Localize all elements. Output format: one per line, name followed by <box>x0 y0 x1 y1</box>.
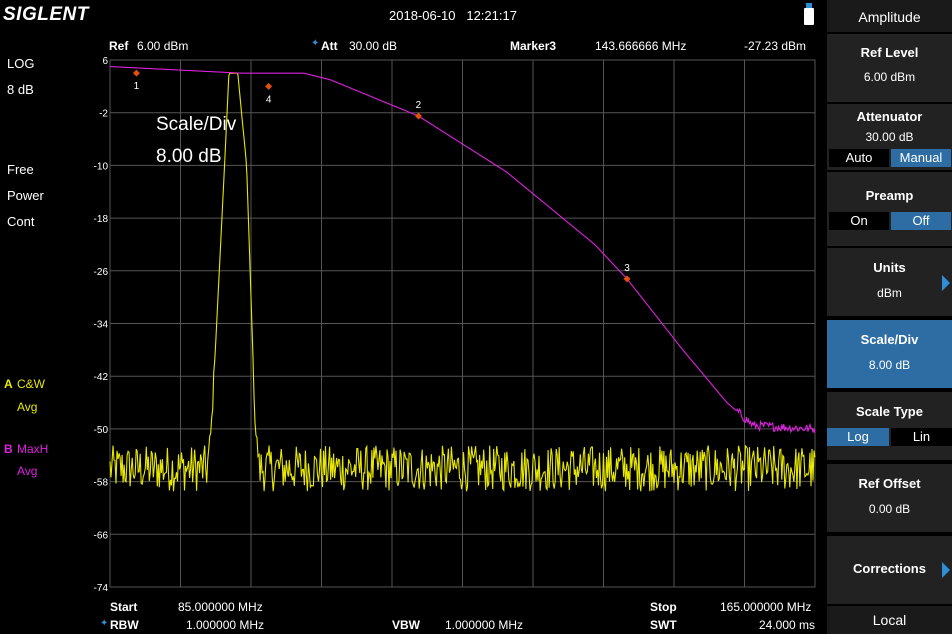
stop-label: Stop <box>650 600 677 614</box>
preamp-button[interactable]: Preamp On Off <box>827 172 952 248</box>
refoffset-button[interactable]: Ref Offset 0.00 dB <box>827 464 952 534</box>
start-value: 85.000000 MHz <box>178 600 263 614</box>
att-value: 30.00 dB <box>349 39 398 53</box>
rbw-label[interactable]: RBW <box>110 618 139 632</box>
ref-level-title: Ref Level <box>860 45 919 60</box>
marker-diamond <box>265 82 273 90</box>
scale-div-left: 8 dB <box>7 82 34 97</box>
vbw-label[interactable]: VBW <box>392 618 420 632</box>
spectrum-plot[interactable]: 6 -2 -10 -18 -26 -34 -42 -50 -58 -66 -74 1 2 3 4 <box>0 0 827 600</box>
y-tick-label: 6 <box>102 56 108 67</box>
scaletype-lin-toggle[interactable]: Lin <box>891 428 952 446</box>
menu-title: Amplitude <box>827 0 952 34</box>
units-title: Units <box>873 260 906 275</box>
scalediv-button[interactable]: Scale/Div 8.00 dB <box>827 320 952 390</box>
y-tick-label: -10 <box>94 161 109 172</box>
marker-diamond <box>132 69 140 77</box>
ref-level-button[interactable]: Ref Level 6.00 dBm <box>827 34 952 104</box>
siglent-logo: SIGLENT <box>3 4 89 25</box>
y-tick-label: -66 <box>94 530 109 541</box>
local-label: Local <box>872 612 907 628</box>
local-button[interactable]: Local <box>827 606 952 634</box>
y-tick-label: -58 <box>94 478 109 489</box>
y-tick-label: -34 <box>94 320 109 331</box>
menu-title-label: Amplitude <box>858 9 921 25</box>
units-value: dBm <box>877 286 902 300</box>
scalediv-title: Scale/Div <box>860 332 919 347</box>
attenuator-button[interactable]: Attenuator 30.00 dB Auto Manual <box>827 104 952 172</box>
corrections-title: Corrections <box>853 561 926 576</box>
rbw-marker-icon: ✦ <box>100 618 109 629</box>
marker-label: 1 <box>134 81 140 92</box>
scaletype-log-toggle[interactable]: Log <box>827 428 889 446</box>
trace-b-line <box>110 66 816 434</box>
trace-a-mode: C&W <box>17 377 45 391</box>
usb-icon <box>804 3 814 25</box>
y-tick-label: -2 <box>99 109 108 120</box>
attenuator-title: Attenuator <box>856 109 923 124</box>
ref-label: Ref <box>109 39 129 53</box>
marker-label: 2 <box>416 100 422 111</box>
scaletype-button[interactable]: Scale Type Log Lin <box>827 392 952 462</box>
corrections-button[interactable]: Corrections <box>827 536 952 606</box>
swt-label[interactable]: SWT <box>650 618 677 632</box>
scale-mode: LOG <box>7 56 35 71</box>
scaletype-title: Scale Type <box>856 404 923 419</box>
scale-overlay-value: 8.00 dB <box>156 146 222 167</box>
vbw-value: 1.000000 MHz <box>445 618 524 632</box>
att-auto-toggle[interactable]: Auto <box>829 149 889 167</box>
y-tick-label: -42 <box>94 372 109 383</box>
ref-level-value: 6.00 dBm <box>863 70 916 84</box>
rbw-value: 1.000000 MHz <box>186 618 265 632</box>
stop-value: 165.000000 MHz <box>720 600 812 614</box>
trace-b-mode: MaxH <box>17 442 49 456</box>
preamp-off-toggle[interactable]: Off <box>891 212 951 230</box>
units-button[interactable]: Units dBm <box>827 248 952 318</box>
scalediv-value: 8.00 dB <box>868 358 911 372</box>
start-label: Start <box>110 600 138 614</box>
attenuator-value: 30.00 dB <box>865 130 914 144</box>
marker-level: -27.23 dBm <box>744 39 807 53</box>
y-tick-label: -74 <box>94 583 109 594</box>
swt-value: 24.000 ms <box>759 618 816 632</box>
y-tick-label: -26 <box>94 267 109 278</box>
sweep-cont: Cont <box>7 214 35 229</box>
softkey-panel: Amplitude Ref Level 6.00 dBm Attenuator … <box>827 0 952 634</box>
trace-a-letter: A <box>4 377 13 391</box>
marker-freq: 143.666666 MHz <box>595 39 687 53</box>
marker-label: 4 <box>266 94 272 105</box>
marker-diamond <box>623 275 631 283</box>
trace-a-line <box>109 72 816 493</box>
ref-value: 6.00 dBm <box>137 39 189 53</box>
preamp-on-toggle[interactable]: On <box>829 212 889 230</box>
units-submenu-arrow-icon <box>942 275 950 291</box>
trace-b-letter: B <box>4 442 13 456</box>
refoffset-value: 0.00 dB <box>868 502 911 516</box>
marker-label: Marker3 <box>510 39 557 53</box>
y-tick-label: -18 <box>94 214 109 225</box>
y-tick-label: -50 <box>94 425 109 436</box>
att-marker-icon: ✦ <box>311 38 320 49</box>
refoffset-title: Ref Offset <box>858 476 921 491</box>
att-manual-toggle[interactable]: Manual <box>891 149 951 167</box>
corrections-submenu-arrow-icon <box>942 562 950 578</box>
trigger-free: Free <box>7 162 34 177</box>
att-label: Att <box>321 39 338 53</box>
detector-power: Power <box>7 188 44 203</box>
preamp-title: Preamp <box>865 188 914 203</box>
scale-overlay-title: Scale/Div <box>156 114 237 135</box>
datetime: 2018-06-10 12:21:17 <box>389 8 517 23</box>
marker-diamond <box>414 112 422 120</box>
marker-label: 3 <box>624 263 630 274</box>
trace-a-avg: Avg <box>17 400 38 414</box>
trace-b-avg: Avg <box>17 464 38 478</box>
